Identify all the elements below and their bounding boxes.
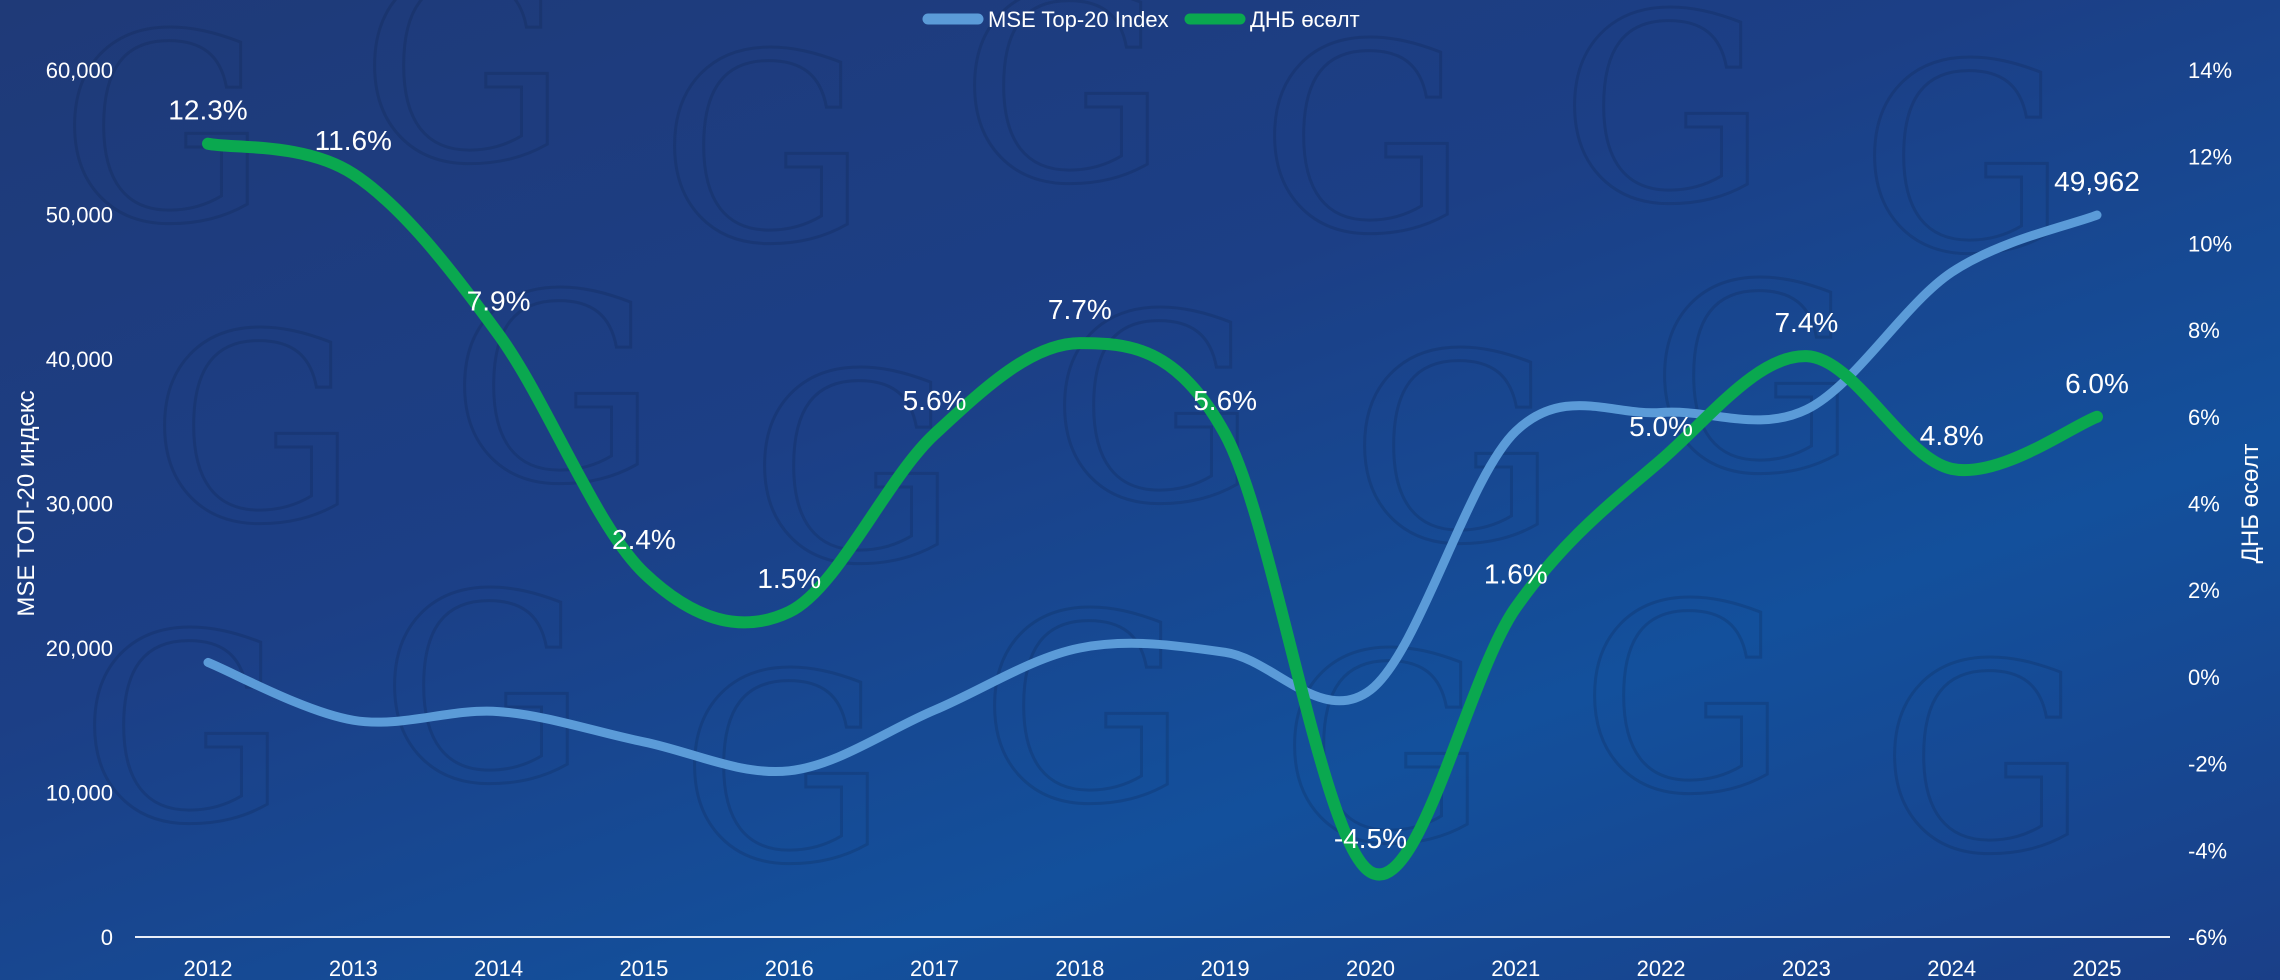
x-tick-label: 2018 [1055, 956, 1104, 980]
watermark-glyph: G [750, 320, 958, 622]
right-tick-label: 8% [2188, 318, 2220, 343]
right-tick-label: -4% [2188, 838, 2227, 863]
gdp-growth-line [202, 137, 2103, 881]
x-tick-label: 2022 [1637, 956, 1686, 980]
right-tick-label: 6% [2188, 405, 2220, 430]
x-tick-label: 2014 [474, 956, 523, 980]
data-label: 5.6% [903, 385, 967, 416]
watermark-glyph: G [980, 560, 1188, 862]
x-tick-label: 2015 [619, 956, 668, 980]
data-label: 6.0% [2065, 368, 2129, 399]
right-tick-label: -2% [2188, 752, 2227, 777]
left-axis-title: MSE ТОП-20 индекс [13, 390, 40, 616]
left-tick-label: 20,000 [46, 636, 113, 661]
x-tick-label: 2023 [1782, 956, 1831, 980]
data-label: 4.8% [1920, 420, 1984, 451]
right-tick-label: 10% [2188, 231, 2232, 256]
left-tick-label: 50,000 [46, 203, 113, 228]
x-tick-label: 2019 [1201, 956, 1250, 980]
right-tick-label: 0% [2188, 665, 2220, 690]
watermark-glyph: G [1350, 300, 1558, 602]
data-label: 1.6% [1484, 559, 1548, 590]
watermark-glyph: G [360, 0, 568, 222]
watermark-glyph: G [1880, 610, 2088, 912]
data-label: 1.5% [757, 563, 821, 594]
data-label: 49,962 [2054, 166, 2140, 197]
watermark-glyph: G [1050, 260, 1258, 562]
x-tick-label: 2017 [910, 956, 959, 980]
left-tick-label: 60,000 [46, 58, 113, 83]
data-labels: 49,962 12.3% 11.6% 7.9% 2.4% 1.5% 5.6% 7.7% 5.6%… [168, 95, 2140, 854]
watermark-glyph: G [960, 0, 1168, 242]
series-lines [202, 137, 2103, 881]
watermark-glyph: G [450, 240, 658, 542]
legend: MSE Top-20 Index ДНБ өсөлт [922, 7, 1360, 32]
watermark-glyph: G [1580, 550, 1788, 852]
data-label: 7.7% [1048, 294, 1112, 325]
right-tick-label: 2% [2188, 578, 2220, 603]
right-tick-label: 12% [2188, 145, 2232, 170]
left-tick-label: 10,000 [46, 781, 113, 806]
x-tick-label: 2021 [1491, 956, 1540, 980]
right-tick-label: -6% [2188, 925, 2227, 950]
axes: 2012 2013 2014 2015 2016 2017 2018 2019 2020 2021… [13, 58, 2264, 980]
data-label: 12.3% [168, 95, 247, 126]
watermark-glyph: G [380, 540, 588, 842]
watermark-glyph: G [1560, 0, 1768, 262]
data-label: 5.6% [1193, 385, 1257, 416]
watermark-pattern: G G G G G G GG G G G G GG G G G G G G [59, 0, 2090, 924]
mse-index-line [203, 210, 2102, 777]
watermark-glyph: G [660, 0, 868, 302]
x-tick-label: 2012 [184, 956, 233, 980]
right-tick-label: 14% [2188, 58, 2232, 83]
watermark-glyph: G [1260, 0, 1468, 292]
data-label: 11.6% [315, 125, 392, 156]
legend-label: ДНБ өсөлт [1250, 7, 1360, 32]
x-tick-label: 2016 [765, 956, 814, 980]
data-label: 5.0% [1629, 411, 1693, 442]
x-tick-label: 2013 [329, 956, 378, 980]
watermark-glyph: G [80, 580, 288, 882]
data-label: -4.5% [1334, 823, 1407, 854]
left-tick-label: 0 [101, 925, 113, 950]
left-tick-label: 40,000 [46, 347, 113, 372]
watermark-glyph: G [150, 280, 358, 582]
data-label: 2.4% [612, 524, 676, 555]
right-axis-title: ДНБ өсөлт [2237, 444, 2264, 564]
right-tick-label: 4% [2188, 492, 2220, 517]
x-tick-label: 2025 [2073, 956, 2122, 980]
x-tick-label: 2024 [1927, 956, 1976, 980]
x-tick-label: 2020 [1346, 956, 1395, 980]
left-tick-label: 30,000 [46, 492, 113, 517]
data-label: 7.9% [467, 285, 531, 316]
legend-label: MSE Top-20 Index [988, 7, 1169, 32]
data-label: 7.4% [1774, 307, 1838, 338]
